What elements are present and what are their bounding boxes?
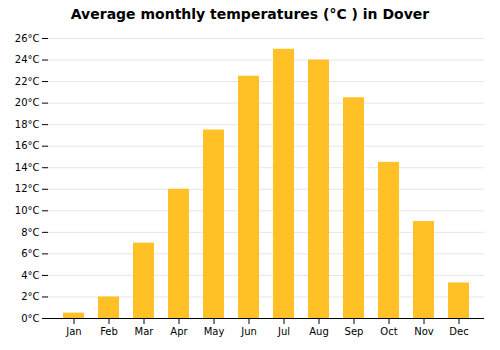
svg-text:Dec: Dec (449, 326, 468, 337)
svg-text:May: May (204, 326, 225, 337)
svg-text:14°C: 14°C (15, 162, 40, 173)
html-text:Average monthly temperatures (: Average monthly temperatures (°C ) in Do… (70, 6, 430, 22)
svg-text:Feb: Feb (100, 326, 118, 337)
svg-text:8°C: 8°C (21, 227, 39, 238)
svg-text:24°C: 24°C (15, 54, 40, 65)
svg-text:Aug: Aug (309, 326, 329, 337)
svg-text:16°C: 16°C (15, 140, 40, 151)
svg-text:Oct: Oct (380, 326, 397, 337)
svg-text:20°C: 20°C (15, 97, 40, 108)
svg-text:Mar: Mar (135, 326, 155, 337)
svg-text:Jun: Jun (240, 326, 257, 337)
svg-text:2°C: 2°C (21, 291, 39, 302)
svg-text:4°C: 4°C (21, 270, 39, 281)
svg-text:18°C: 18°C (15, 119, 40, 130)
svg-text:Jan: Jan (65, 326, 81, 337)
svg-text:26°C: 26°C (15, 33, 40, 44)
svg-text:Sep: Sep (345, 326, 364, 337)
svg-text:22°C: 22°C (15, 76, 40, 87)
svg-text:6°C: 6°C (21, 248, 39, 259)
svg-text:Apr: Apr (170, 326, 188, 337)
svg-text:Jul: Jul (277, 326, 290, 337)
svg-text:12°C: 12°C (15, 183, 40, 194)
svg-text:10°C: 10°C (15, 205, 40, 216)
svg-text:Nov: Nov (414, 326, 434, 337)
svg-text:0°C: 0°C (21, 313, 39, 324)
